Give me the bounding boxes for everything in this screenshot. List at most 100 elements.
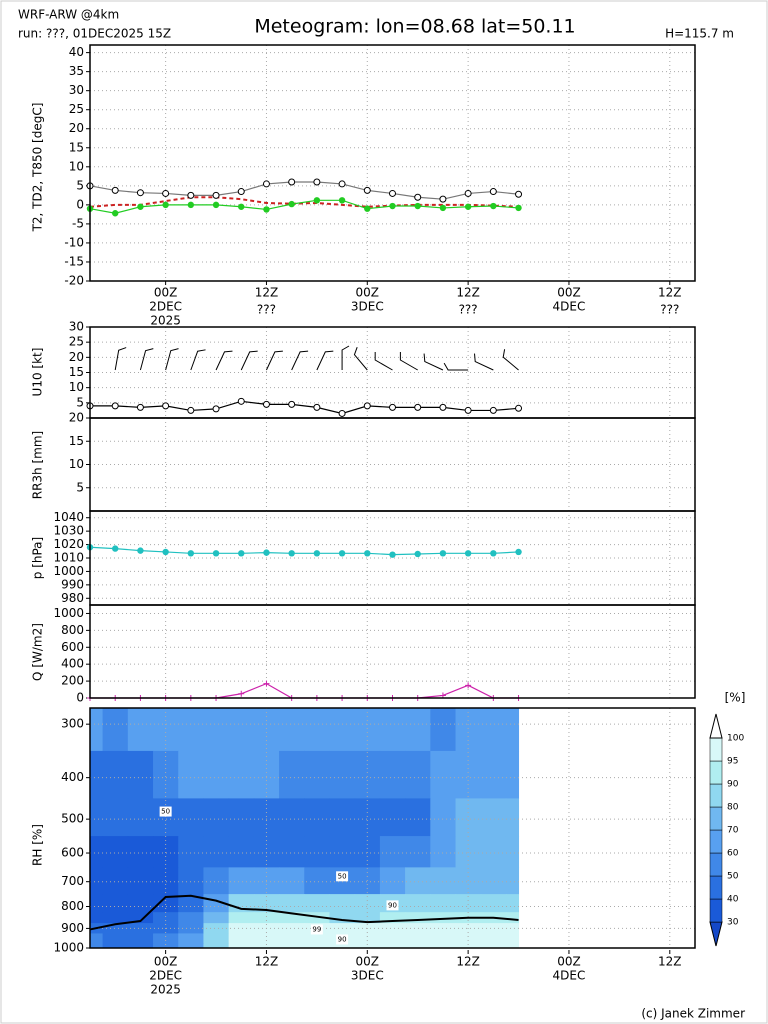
y-tick-label: 500: [61, 812, 84, 826]
point: [414, 403, 422, 411]
series-line: [89, 181, 519, 200]
contour-label-box: [310, 924, 323, 935]
rh-cell: [455, 933, 482, 944]
x-tick-label: 12Z: [255, 286, 279, 300]
rh-cell: [102, 943, 129, 949]
x-tick-sublabel: 3DEC: [351, 300, 384, 314]
y-tick-label: 990: [61, 577, 84, 591]
point: [162, 189, 170, 197]
y-tick-label: 10: [69, 380, 84, 394]
y-tick-label: 20: [69, 350, 84, 364]
x-tick-sublabel: ???: [257, 303, 276, 317]
point: [389, 202, 396, 210]
y-tick-label: 800: [61, 623, 84, 637]
rh-cell: [253, 933, 280, 944]
y-tick-label: 35: [69, 64, 84, 78]
point: [338, 197, 346, 204]
rh-cell: [304, 933, 330, 944]
panel: 0 200 400 600 800 1000 Q [W/m2]: [31, 604, 696, 705]
point: [288, 550, 295, 557]
rh-cell: [90, 836, 104, 868]
rh-cell: [203, 836, 230, 868]
rh-cell: [279, 933, 305, 944]
series-line: [90, 682, 519, 699]
x-tick-label: 00Z: [557, 286, 581, 300]
y-tick-label: 15: [69, 365, 84, 379]
point: [515, 190, 523, 198]
colorbar-label: 30: [727, 918, 739, 928]
wind-barb: [266, 350, 283, 371]
wind-barb: [316, 350, 334, 371]
rh-cell: [405, 943, 431, 949]
point: [187, 406, 195, 414]
rh-cell: [505, 836, 520, 868]
y-tick-label: 20: [69, 121, 84, 135]
colorbar-segment: [709, 783, 723, 808]
rh-cell: [430, 923, 457, 934]
x-tick-sublabel: 2DEC: [149, 969, 182, 983]
rh-cell: [379, 836, 406, 868]
rh-cell: [430, 836, 457, 868]
point: [313, 178, 321, 186]
point: [364, 205, 371, 212]
panel-frame: [89, 44, 696, 282]
y-tick-label: 5: [76, 178, 84, 192]
y-tick-label: -20: [64, 274, 84, 288]
x-tick-label: 00Z: [557, 955, 581, 969]
colorbar-label: 80: [727, 803, 739, 813]
point: [262, 400, 270, 408]
rh-cell: [304, 943, 330, 949]
panel-frame: [89, 417, 696, 512]
rh-cell: [178, 750, 204, 799]
point: [313, 550, 321, 557]
rh-cell: [304, 912, 330, 924]
panel-frame: [89, 604, 696, 699]
rh-cell: [102, 933, 129, 944]
rh-cell: [505, 943, 520, 949]
wind-barb: [291, 350, 309, 371]
rh-cell: [379, 933, 406, 944]
point: [515, 404, 523, 412]
rh-cell: [379, 750, 406, 799]
title: Meteogram: lon=08.68 lat=50.11: [254, 16, 575, 38]
rh-cell: [253, 894, 280, 913]
rh-cell: [279, 798, 305, 837]
point: [187, 191, 195, 199]
rh-cell: [203, 943, 230, 949]
y-tick-label: 200: [61, 674, 84, 688]
point: [111, 186, 119, 194]
rh-cell: [127, 750, 154, 799]
rh-cell: [480, 750, 507, 799]
rh-cell: [127, 867, 154, 895]
x-tick-sublabel: 2025: [150, 314, 181, 328]
x-tick-sublabel: 2DEC: [149, 300, 182, 314]
point: [263, 549, 270, 556]
rh-cell: [455, 836, 482, 868]
panel-frame: [89, 510, 696, 606]
x-tick-sublabel: 3DEC: [351, 969, 384, 983]
rh-cell: [127, 943, 154, 949]
rh-cell: [329, 750, 356, 799]
point: [237, 188, 245, 196]
y-axis-label: U10 [kt]: [31, 348, 45, 397]
rh-cell: [228, 750, 255, 799]
wind-barb: [139, 348, 154, 371]
point: [238, 203, 245, 210]
rh-cell: [203, 867, 230, 895]
rh-cell: [253, 943, 280, 949]
rh-cell: [228, 923, 255, 934]
point: [490, 202, 497, 210]
y-tick-label: 15: [69, 434, 84, 448]
wind-barb: [399, 352, 418, 371]
wind-barb: [474, 353, 494, 371]
x-tick-sublabel: ???: [660, 303, 679, 317]
model-label: WRF-ARW @4km: [18, 8, 119, 22]
colorbar-label: 90: [727, 780, 739, 790]
point: [489, 406, 497, 414]
point: [212, 405, 220, 413]
y-tick-label: 300: [61, 717, 84, 731]
wind-barb: [215, 350, 233, 371]
rh-cell: [253, 836, 280, 868]
rh-cell: [178, 912, 204, 924]
